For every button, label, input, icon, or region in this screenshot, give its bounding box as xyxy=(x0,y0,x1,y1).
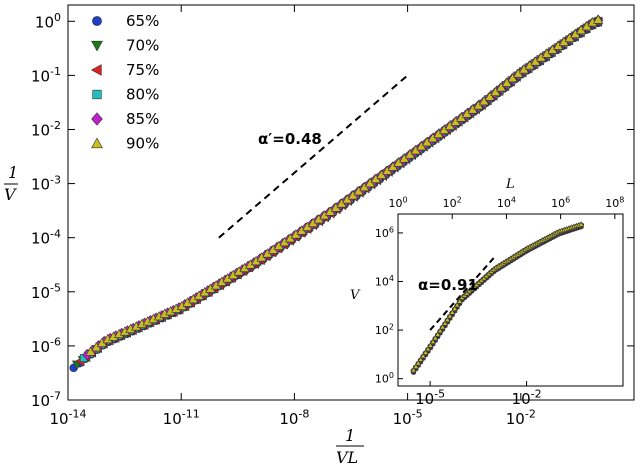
legend-marker-85pct xyxy=(91,112,103,126)
main-x-tick-label: 10-5 xyxy=(393,408,423,428)
inset-y-axis-label: V xyxy=(350,288,361,303)
main-data-points xyxy=(69,14,604,373)
main-y-tick-label: 10-3 xyxy=(31,173,61,193)
inset-top-x-tick-label: 106 xyxy=(551,195,570,210)
legend-label: 65% xyxy=(126,12,159,30)
inset-plot: 10-5 10-2 100 102 104 106 100 102 104 106 108 α=0.… xyxy=(350,177,624,408)
inset-data-point-90pct xyxy=(410,366,417,373)
inset-data-point-90pct xyxy=(415,359,422,366)
inset-data-point-90pct xyxy=(449,309,456,315)
inset-data-point-90pct xyxy=(412,363,419,369)
data-point-90pct xyxy=(484,91,495,101)
data-point-90pct xyxy=(593,14,604,24)
inset-data-point-90pct xyxy=(444,316,451,322)
inset-top-x-tick-label: 100 xyxy=(388,195,407,210)
inset-data-point-90pct xyxy=(446,312,453,319)
inset-x-tick-label: 10-5 xyxy=(415,388,445,408)
inset-data-point-90pct xyxy=(439,323,446,330)
inset-data-point-90pct xyxy=(425,345,432,352)
data-point-90pct xyxy=(490,86,501,96)
main-x-tick-label: 10-11 xyxy=(163,408,200,428)
legend-marker-90pct xyxy=(91,137,103,149)
inset-data-point-90pct xyxy=(434,331,441,337)
main-y-tick-label: 10-5 xyxy=(31,281,61,301)
main-x-tick-label: 10-2 xyxy=(506,408,536,428)
inset-top-x-axis-label: L xyxy=(505,177,515,192)
inset-y-tick-label: 100 xyxy=(375,371,394,386)
main-y-tick-label: 10-1 xyxy=(31,65,61,85)
main-axis-ticks: 10-14 10-11 10-8 10-5 10-2 10-7 10-6 10-5 10-4 10… xyxy=(31,5,634,428)
main-slope-label: α′=0.48 xyxy=(258,130,322,148)
legend-label: 75% xyxy=(126,61,159,79)
y-axis-label-denominator: V xyxy=(4,185,17,204)
inset-data-point-90pct xyxy=(454,301,461,308)
inset-y-tick-label: 104 xyxy=(375,274,394,289)
main-y-tick-label: 10-4 xyxy=(31,227,61,247)
inset-data-point-90pct xyxy=(429,338,436,345)
inset-data-point-90pct xyxy=(420,352,427,359)
inset-axis-ticks: 10-5 10-2 100 102 104 106 100 102 104 106 108 xyxy=(375,195,624,408)
main-plot: 10-14 10-11 10-8 10-5 10-210-710-610-510-410… xyxy=(4,4,635,466)
main-guide-dashed-line xyxy=(218,74,409,239)
legend-label: 85% xyxy=(126,110,159,128)
main-guide-line xyxy=(218,74,409,239)
inset-slope-label: α=0.91 xyxy=(418,276,478,294)
legend-marker-70pct xyxy=(91,40,103,52)
inset-data-point-90pct xyxy=(417,356,424,362)
legend-marker-80pct xyxy=(92,89,102,100)
main-y-tick-label: 10-2 xyxy=(31,119,61,139)
inset-y-tick-label: 102 xyxy=(375,322,394,337)
data-point-90pct xyxy=(496,82,507,92)
main-y-tick-label: 10-6 xyxy=(31,336,61,356)
inset-top-x-tick-label: 102 xyxy=(443,195,462,210)
inset-guide-dashed-line xyxy=(429,256,496,331)
legend-label: 80% xyxy=(126,86,159,104)
inset-data-point-90pct xyxy=(437,327,444,333)
data-point-90pct xyxy=(507,72,518,83)
legend-label: 70% xyxy=(126,37,159,55)
legend-marker-75pct xyxy=(90,64,102,76)
inset-y-tick-label: 106 xyxy=(375,225,394,240)
inset-data-points xyxy=(410,221,585,376)
y-axis-label-numerator: 1 xyxy=(8,163,18,182)
main-x-tick-label: 10-14 xyxy=(49,408,86,428)
inset-data-point-90pct xyxy=(578,221,585,227)
inset-data-point-90pct xyxy=(456,298,463,304)
inset-data-point-90pct xyxy=(432,334,439,341)
main-y-tick-label: 100 xyxy=(35,11,61,31)
inset-data-point-90pct xyxy=(442,320,449,326)
inset-x-tick-label: 10-2 xyxy=(512,388,542,408)
main-y-tick-label: 10-7 xyxy=(31,390,61,410)
legend-marker-65pct xyxy=(92,16,102,26)
inset-data-point-90pct xyxy=(451,305,458,311)
x-axis-label-numerator: 1 xyxy=(345,426,355,445)
inset-data-point-90pct xyxy=(427,342,434,348)
data-point-90pct xyxy=(478,95,490,106)
x-axis-label-denominator: VL xyxy=(336,448,358,466)
inset-guide-line xyxy=(429,256,496,331)
inset-top-x-tick-label: 104 xyxy=(497,195,516,210)
legend-label: 90% xyxy=(126,135,159,153)
data-point-90pct xyxy=(501,77,513,87)
y-axis-label: 1 V xyxy=(4,163,18,204)
main-x-tick-label: 10-8 xyxy=(279,408,309,428)
inset-data-point-90pct xyxy=(422,349,429,355)
inset-top-x-tick-label: 108 xyxy=(605,195,624,210)
inset-plot-frame xyxy=(397,213,624,387)
legend: 65% 70% 75% 80% 85% 90% xyxy=(90,12,159,153)
x-axis-label: 1 VL xyxy=(336,426,364,466)
